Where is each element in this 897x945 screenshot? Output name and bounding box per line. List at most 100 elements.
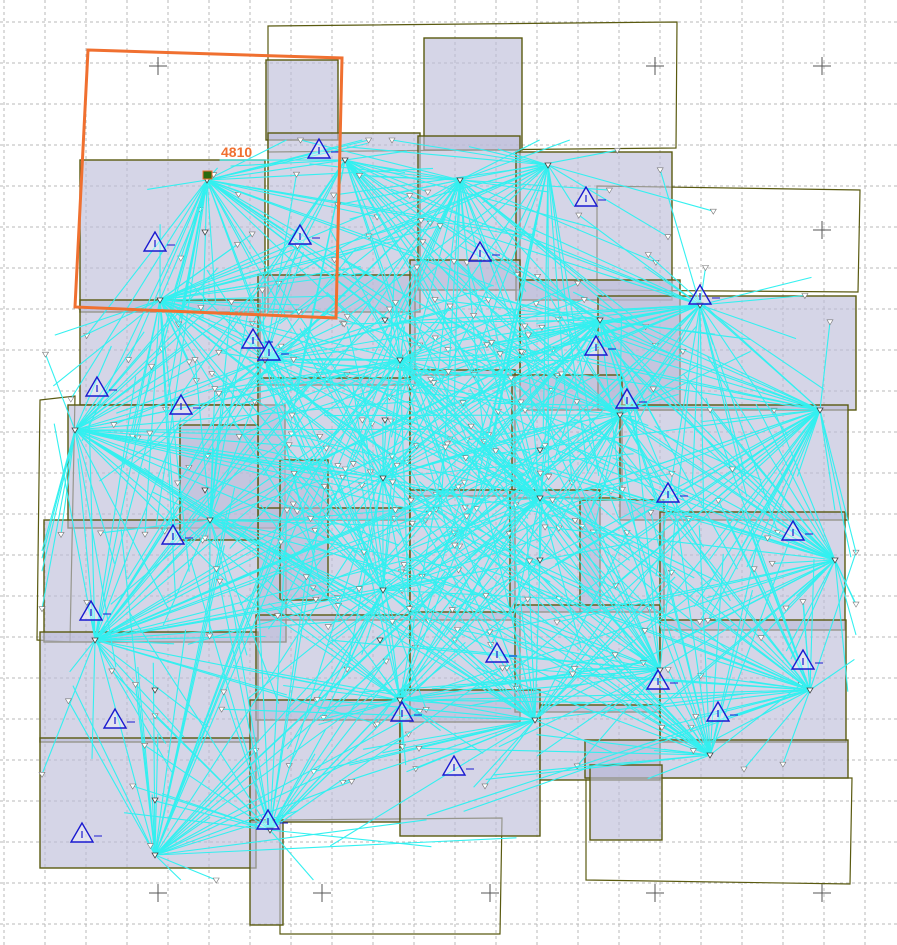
- tie-point-marker: [191, 357, 199, 364]
- tie-point-marker: [108, 668, 116, 675]
- triangle-icon[interactable]: [78, 599, 111, 621]
- tie-line: [647, 754, 711, 780]
- tie-line: [623, 463, 661, 671]
- tie-point-marker: [431, 297, 439, 303]
- triangle-icon[interactable]: [168, 393, 201, 415]
- tie-line: [397, 304, 701, 426]
- triangle-icon[interactable]: [441, 754, 474, 776]
- tie-line: [287, 164, 549, 404]
- tie-line: [74, 292, 257, 431]
- selected-photo[interactable]: 4810: [73, 48, 344, 320]
- tie-line: [459, 179, 504, 362]
- tie-line: [264, 308, 449, 361]
- tie-point-marker: [83, 600, 91, 606]
- tie-line: [399, 699, 586, 703]
- tie-line: [465, 229, 701, 306]
- tie-line: [361, 589, 384, 655]
- triangle-icon[interactable]: [389, 700, 422, 722]
- tie-point-marker: [470, 313, 478, 319]
- tie-line: [790, 559, 836, 660]
- tie-line: [74, 342, 188, 431]
- tie-line: [209, 519, 248, 656]
- tie-line: [659, 383, 690, 671]
- tie-line: [74, 267, 218, 431]
- triangle-icon[interactable]: [705, 700, 738, 722]
- tie-line: [221, 708, 536, 721]
- triangle-icon[interactable]: [84, 375, 117, 397]
- tie-line: [330, 639, 661, 671]
- triangle-icon[interactable]: [484, 641, 517, 663]
- tie-line: [268, 602, 401, 701]
- triangle-icon[interactable]: [790, 648, 823, 670]
- tie-line: [545, 526, 836, 561]
- tie-line: [819, 409, 836, 511]
- triangle-icon[interactable]: [256, 339, 289, 361]
- tie-line: [431, 462, 536, 721]
- tie-line: [418, 747, 711, 756]
- photo-footprint[interactable]: [265, 59, 339, 141]
- photo-footprint[interactable]: [39, 631, 259, 743]
- photo-footprint[interactable]: [423, 37, 523, 151]
- tie-line: [691, 304, 701, 487]
- tie-line: [399, 359, 529, 519]
- triangle-icon[interactable]: [142, 230, 175, 252]
- triangle-icon[interactable]: [614, 387, 647, 409]
- tie-point-marker: [436, 223, 444, 230]
- tie-point-marker: [524, 332, 532, 339]
- tie-point-marker: [283, 507, 291, 514]
- tie-line: [190, 560, 271, 831]
- triangle-icon[interactable]: [255, 808, 288, 830]
- tie-point-marker: [41, 351, 50, 358]
- triangle-down-icon: [379, 475, 387, 482]
- tie-line: [261, 574, 401, 701]
- selected-photo-outline[interactable]: [73, 48, 344, 320]
- photo-footprint[interactable]: [249, 819, 284, 926]
- triangle-icon[interactable]: [160, 523, 193, 545]
- tie-line: [69, 639, 96, 673]
- triangle-icon[interactable]: [306, 137, 339, 159]
- tie-line: [454, 414, 621, 641]
- tie-line: [344, 159, 431, 224]
- tie-point-marker: [462, 455, 470, 462]
- tie-line: [94, 639, 209, 728]
- tie-line: [74, 363, 295, 431]
- photo-footprint[interactable]: [597, 295, 857, 411]
- tie-line: [144, 299, 161, 535]
- tie-point-marker: [348, 779, 356, 785]
- tie-line: [269, 565, 479, 831]
- tie-point-marker: [147, 364, 156, 371]
- tie-line: [279, 359, 401, 500]
- triangle-icon[interactable]: [645, 668, 678, 690]
- triangle-icon[interactable]: [467, 240, 500, 262]
- tie-line: [41, 429, 76, 552]
- tie-line: [382, 477, 576, 521]
- tie-line: [450, 490, 711, 756]
- triangle-icon[interactable]: [655, 481, 688, 503]
- tie-line: [399, 359, 452, 543]
- tie-line: [399, 359, 409, 597]
- tie-point-marker: [208, 371, 216, 378]
- tie-line: [128, 611, 271, 831]
- tie-point-marker: [391, 507, 399, 514]
- triangle-icon[interactable]: [583, 334, 616, 356]
- control-points[interactable]: [69, 137, 823, 843]
- tie-line: [264, 174, 298, 361]
- tie-line: [202, 179, 208, 318]
- tie-point-marker: [517, 399, 525, 406]
- triangle-icon[interactable]: [102, 707, 135, 729]
- photo-footprint[interactable]: [589, 764, 663, 841]
- tie-line: [578, 214, 701, 306]
- triangle-icon[interactable]: [287, 223, 320, 245]
- triangle-icon[interactable]: [687, 283, 720, 305]
- triangle-icon[interactable]: [69, 821, 102, 843]
- triangle-icon[interactable]: [780, 519, 813, 541]
- tie-line: [561, 373, 836, 561]
- tie-line: [346, 146, 549, 166]
- triangle-icon[interactable]: [573, 185, 606, 207]
- tie-line: [313, 719, 536, 773]
- tie-point-marker: [852, 549, 860, 556]
- tie-line: [537, 276, 621, 416]
- tie-line: [390, 188, 701, 306]
